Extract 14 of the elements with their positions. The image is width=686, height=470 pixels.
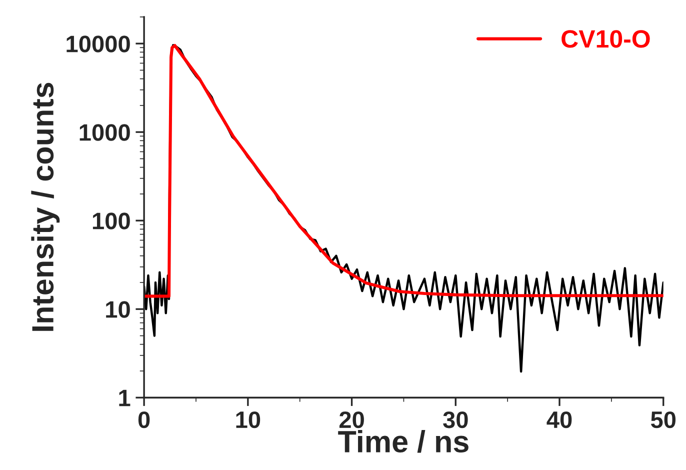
y-tick-label: 1	[119, 390, 130, 406]
y-tick-label: 10	[106, 301, 130, 318]
y-tick-label: 1000	[80, 124, 130, 141]
legend-label: CV10-O	[562, 30, 650, 48]
x-tick-label: 40	[546, 411, 572, 428]
y-tick-label: 10000	[66, 36, 130, 52]
y-axis-title: Intensity / counts	[31, 82, 60, 331]
x-tick-label: 0	[138, 411, 150, 428]
y-tick-label: 100	[92, 212, 130, 230]
x-tick-label: 50	[650, 411, 676, 428]
x-tick-label: 30	[443, 411, 468, 428]
x-tick-label: 20	[339, 411, 364, 428]
x-tick-label: 10	[236, 411, 260, 428]
x-axis-title: Time / ns	[338, 430, 468, 453]
